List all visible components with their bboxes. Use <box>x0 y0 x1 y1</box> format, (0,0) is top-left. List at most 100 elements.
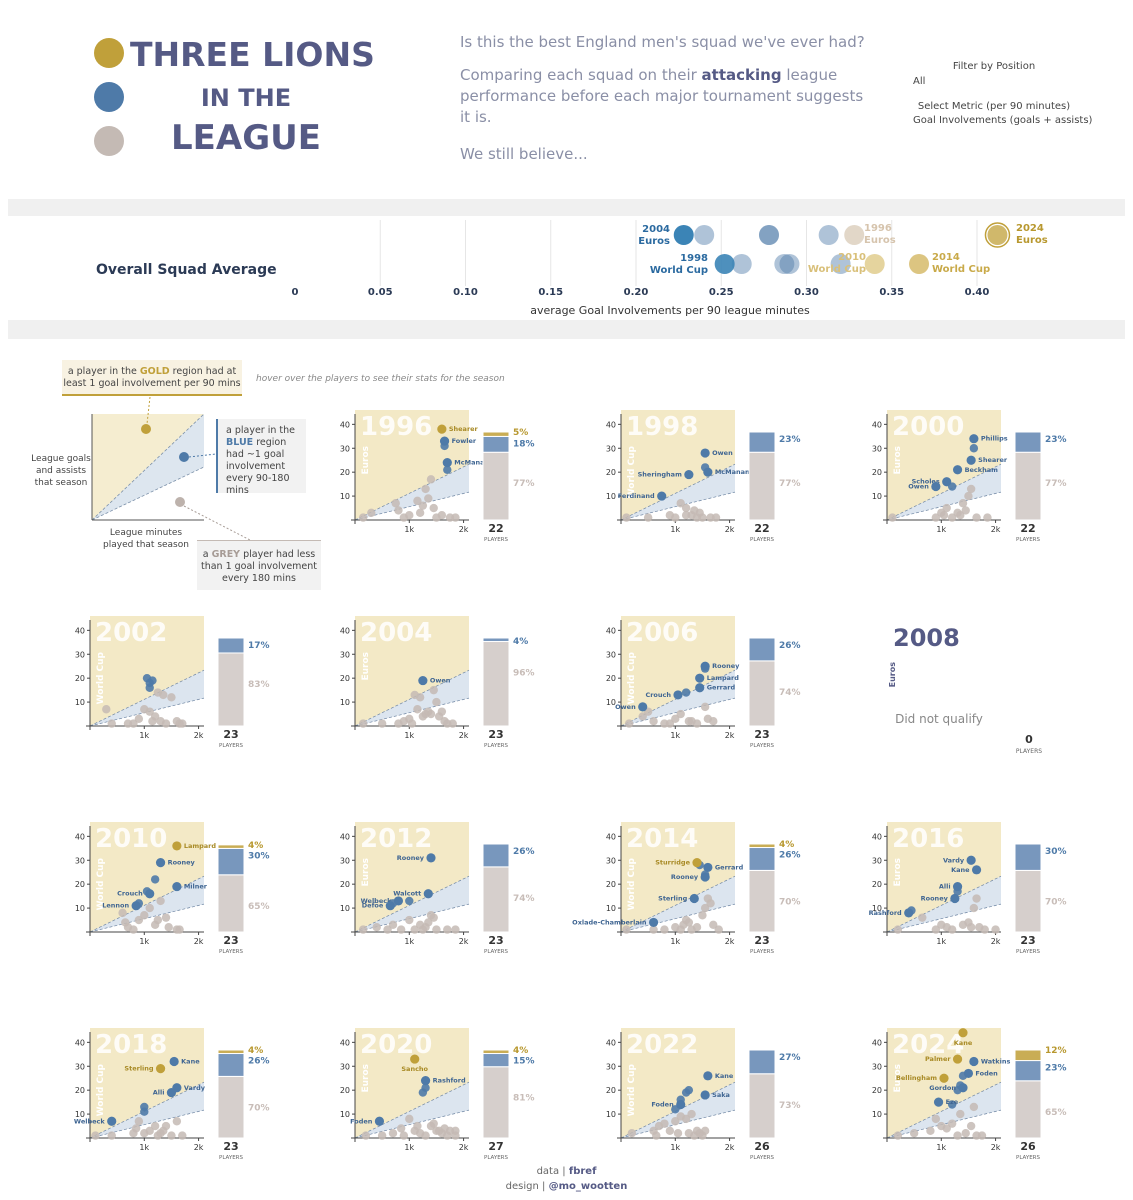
player-label: Welbeck <box>361 897 392 905</box>
y-tick-label: 30 <box>340 856 350 865</box>
blue-share-bar <box>482 1053 510 1068</box>
squad-tournament: World Cup <box>627 857 637 910</box>
y-tick-label: 40 <box>606 832 616 841</box>
overview-squad-point <box>818 225 839 245</box>
gold-region <box>621 410 735 520</box>
legend-chart <box>91 396 251 541</box>
boundary-line-180 <box>620 1109 736 1139</box>
squad-year-watermark: 1996 <box>360 412 432 442</box>
y-tick-label: 30 <box>340 1062 350 1071</box>
blue-share-label: 15% <box>513 1057 535 1067</box>
overview-squad-point <box>987 225 1008 245</box>
player-point <box>413 705 422 714</box>
player-point-vardy <box>966 855 976 865</box>
player-point <box>969 444 979 453</box>
player-point-mcmanaman <box>703 467 713 477</box>
player-point <box>893 1131 903 1140</box>
y-tick-label: 10 <box>872 904 882 913</box>
player-label: Watkins <box>981 1057 1011 1065</box>
player-point-crouch <box>145 889 155 899</box>
squad-panel-2014: 2014 World Cup 10 20 30 40 1k 2k Sturridge Gerrar… <box>572 822 801 955</box>
legend-gold-connector <box>146 396 151 425</box>
gold-share-bar <box>482 1049 510 1055</box>
player-point <box>405 896 414 906</box>
overview-tick-label: 0.15 <box>538 287 563 298</box>
squad-player-count: 23 <box>1020 934 1035 947</box>
player-label: Shearer <box>978 456 1008 464</box>
overview-strip <box>8 216 1125 320</box>
player-point-crouch <box>673 690 683 700</box>
squad-panel-2008: 2008 Euros Did not qualify 0 PLAYERS <box>888 624 1042 755</box>
overview-tick-label: 0.35 <box>879 287 904 298</box>
player-point <box>145 683 154 692</box>
position-filter-select[interactable]: All <box>913 76 926 87</box>
gold-legend-dot <box>94 38 124 68</box>
player-label: Owen <box>615 703 636 711</box>
player-point-saka <box>700 1090 710 1100</box>
player-point <box>698 513 707 522</box>
player-point-welbeck <box>393 896 404 906</box>
player-point <box>175 719 184 728</box>
player-point <box>153 915 163 925</box>
overview-squad-point <box>758 225 779 245</box>
player-point <box>700 702 710 712</box>
metric-filter-select[interactable]: Goal Involvements (goals + assists) <box>913 115 1093 126</box>
blue-share-bar <box>1014 843 1042 871</box>
y-tick-label: 20 <box>75 674 85 683</box>
x-tick-label: 1k <box>404 525 414 534</box>
player-point <box>956 511 965 520</box>
player-point-sancho <box>410 1054 420 1064</box>
player-point-sterling <box>155 1064 166 1074</box>
squad-panel-2000: 2000 Euros 10 20 30 40 1k 2k Phillips Shearer Beck… <box>872 410 1067 543</box>
grey-share-bar <box>217 1075 245 1139</box>
player-point <box>418 712 428 721</box>
player-point <box>413 496 422 506</box>
player-label: Sancho <box>401 1065 428 1073</box>
player-point <box>692 719 702 728</box>
player-label: Welbeck <box>74 1117 105 1125</box>
player-point <box>643 513 653 522</box>
squad-year-watermark: 2010 <box>95 824 167 854</box>
blue-share-bar <box>748 847 776 871</box>
player-point <box>698 911 707 920</box>
player-point-bellingham <box>939 1073 949 1083</box>
hover-hint: hover over the players to see their stat… <box>256 374 505 384</box>
player-label: Kane <box>951 866 970 874</box>
player-label: Lampard <box>184 842 217 850</box>
player-label: Bellingham <box>896 1074 937 1082</box>
footer-design-link[interactable]: @mo_wootten <box>548 1181 628 1192</box>
blue-share-label: 23% <box>1045 1064 1067 1074</box>
squad-player-count: 23 <box>488 728 503 741</box>
player-point-rashford <box>420 1076 431 1086</box>
player-point <box>396 925 406 934</box>
player-point <box>692 923 702 932</box>
y-tick-label: 10 <box>606 492 616 501</box>
overview-squad-point <box>830 254 851 274</box>
overview-tick-label: 0.25 <box>709 287 734 298</box>
blue-share-bar <box>217 847 245 876</box>
player-point <box>660 1119 669 1128</box>
y-tick-label: 40 <box>872 1038 882 1047</box>
player-point <box>627 1129 637 1138</box>
overview-tick-label: 0.30 <box>794 287 819 298</box>
boundary-line-90 <box>89 669 205 727</box>
player-point-scholes <box>942 477 952 487</box>
footer-data-link[interactable]: fbref <box>568 1166 597 1177</box>
player-point <box>947 1100 957 1109</box>
legend-grey-connector <box>183 505 251 541</box>
grey-share-bar <box>1014 451 1042 521</box>
player-point <box>418 501 428 510</box>
squad-tournament: World Cup <box>627 651 637 704</box>
player-point <box>681 511 691 520</box>
player-point-eze <box>933 1097 944 1107</box>
player-point <box>410 925 419 934</box>
grey-share-bar <box>482 451 510 521</box>
players-label: PLAYERS <box>1016 748 1042 755</box>
player-point-lampard <box>695 673 705 683</box>
gold-share-label: 4% <box>248 1046 263 1056</box>
player-point <box>429 685 438 695</box>
y-tick-label: 20 <box>340 1086 350 1095</box>
grey-share-bar <box>1014 869 1042 933</box>
overview-squad-point <box>758 225 779 245</box>
player-point <box>394 506 403 515</box>
